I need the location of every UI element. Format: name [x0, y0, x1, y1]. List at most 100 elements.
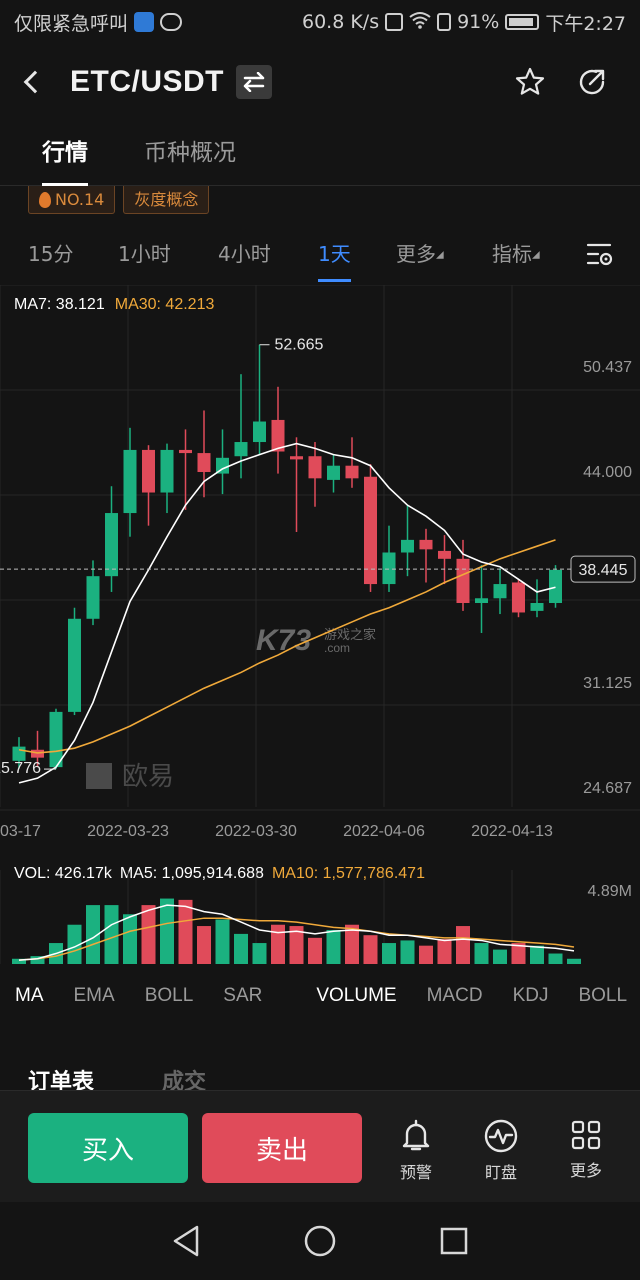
rank-text: NO.14: [55, 189, 105, 209]
indicator-menu[interactable]: 指标◢: [492, 230, 540, 282]
current-price-box: [570, 555, 636, 583]
nav-home-icon[interactable]: [303, 1224, 337, 1258]
status-bar: 仅限紧急呼叫 60.8 K/s 91% 下午2:27: [0, 0, 640, 44]
interval-4h[interactable]: 4小时: [218, 242, 271, 266]
price-axis-label: 50.437: [583, 359, 632, 376]
candle-body: [401, 539, 414, 553]
watch-button[interactable]: 盯盘: [471, 1119, 531, 1183]
indicator-ema[interactable]: EMA: [73, 985, 115, 1006]
high-price-label: 52.665: [275, 337, 324, 354]
ma-legend: MA7: 38.121 MA30: 42.213: [14, 296, 214, 314]
indicator-sar[interactable]: SAR: [223, 985, 263, 1006]
price-axis-label: 44.000: [583, 464, 632, 481]
date-axis-label: 2022-03-30: [215, 823, 297, 840]
wifi-icon: [409, 11, 431, 34]
candle-body: [530, 603, 544, 611]
alert-label: 预警: [399, 1163, 432, 1182]
ma7-line: [18, 442, 556, 784]
sell-button[interactable]: 卖出: [202, 1113, 362, 1183]
candle-body: [327, 465, 340, 480]
volume-bar: [67, 924, 82, 964]
chart-settings-icon: [586, 243, 613, 266]
candle-body: [456, 558, 470, 603]
bottom-action-bar: 买入 卖出 预警 盯盘 更多: [0, 1090, 640, 1202]
interval-1h[interactable]: 1小时: [118, 242, 171, 266]
tab-market[interactable]: 行情: [42, 132, 88, 186]
interval-more[interactable]: 更多◢: [396, 230, 444, 282]
candle-body: [253, 421, 266, 443]
candle-body: [142, 449, 155, 493]
candle-body: [345, 465, 359, 479]
vol-ma5-value: MA5: 1,095,914.688: [119, 865, 264, 882]
candle: [530, 579, 544, 618]
swap-button[interactable]: [236, 65, 272, 99]
candle: [308, 442, 322, 507]
candle-body: [49, 711, 63, 768]
volume-bar: [548, 953, 563, 964]
candle: [475, 565, 488, 633]
interval-15m[interactable]: 15分: [28, 242, 74, 266]
candles-group: [12, 344, 562, 770]
candle-body: [364, 476, 377, 585]
indicator-boll[interactable]: BOLL: [144, 985, 194, 1006]
pulse-icon: [484, 1119, 518, 1153]
indicator-volume[interactable]: VOLUME: [316, 985, 397, 1006]
candle-body: [290, 456, 303, 460]
header: ETC/USDT: [0, 52, 640, 112]
ma30-line: [18, 539, 556, 754]
candle: [49, 708, 63, 770]
dropdown-caret-icon: ◢: [436, 249, 444, 261]
rank-badge[interactable]: NO.14: [28, 186, 116, 214]
candle-body: [475, 598, 488, 603]
volume-bar: [308, 937, 322, 964]
volume-chart[interactable]: 4.89M: [0, 870, 640, 970]
candle: [327, 454, 340, 493]
candle: [86, 560, 100, 626]
chart-settings-button[interactable]: [586, 242, 614, 268]
volume-bar: [289, 926, 304, 964]
favorite-button[interactable]: [512, 64, 548, 100]
battery-icon: [505, 14, 540, 30]
concept-text: 灰度概念: [134, 189, 199, 209]
indicator-selector: MA EMA BOLL SAR VOLUME MACD KDJ BOLL: [0, 980, 640, 1012]
candle-body: [179, 449, 192, 454]
interval-1d[interactable]: 1天: [318, 230, 351, 282]
back-button[interactable]: [0, 52, 70, 112]
candle-body: [216, 457, 229, 474]
nav-recents-icon[interactable]: [439, 1226, 469, 1256]
share-icon: [579, 69, 605, 95]
volume-bar: [437, 939, 452, 964]
more-button[interactable]: 更多: [556, 1119, 616, 1181]
indicator-ma[interactable]: MA: [15, 985, 44, 1006]
volume-bar: [567, 958, 581, 964]
candlestick-chart[interactable]: K73 游戏之家.com欧易38.44550.43744.00031.12524.…: [0, 285, 640, 855]
indicator-macd[interactable]: MACD: [426, 985, 483, 1006]
volume-bars: [12, 898, 581, 964]
current-price-label: 38.445: [579, 562, 628, 579]
tab-coin-overview[interactable]: 币种概况: [144, 140, 236, 166]
ma30-value: MA30: 42.213: [114, 296, 215, 313]
indicator-boll-sub[interactable]: BOLL: [578, 985, 628, 1006]
candle: [382, 525, 396, 592]
volume-bar: [197, 926, 211, 964]
network-speed: 60.8 K/s: [301, 11, 380, 33]
vol-value: VOL: 426.17k: [14, 865, 112, 882]
alert-button[interactable]: 预警: [386, 1119, 446, 1183]
swap-arrows-icon: [243, 72, 265, 92]
nav-back-icon[interactable]: [171, 1224, 201, 1258]
share-button[interactable]: [574, 64, 610, 100]
volume-bar: [178, 899, 193, 964]
back-arrow-icon: [23, 70, 47, 94]
candle: [160, 443, 174, 514]
concept-badge[interactable]: 灰度概念: [123, 186, 210, 214]
watch-label: 盯盘: [484, 1163, 517, 1182]
volume-bar: [234, 933, 248, 964]
volume-legend: VOL: 426.17k MA5: 1,095,914.688 MA10: 1,…: [14, 865, 425, 883]
indicator-kdj[interactable]: KDJ: [512, 985, 549, 1006]
wechat-icon: [160, 13, 183, 31]
pair-title: ETC/USDT: [70, 65, 224, 98]
volume-bar: [363, 935, 378, 964]
buy-button[interactable]: 买入: [28, 1113, 188, 1183]
main-tabs: 行情 币种概况: [0, 132, 640, 186]
ma7-value: MA7: 38.121: [14, 296, 105, 313]
